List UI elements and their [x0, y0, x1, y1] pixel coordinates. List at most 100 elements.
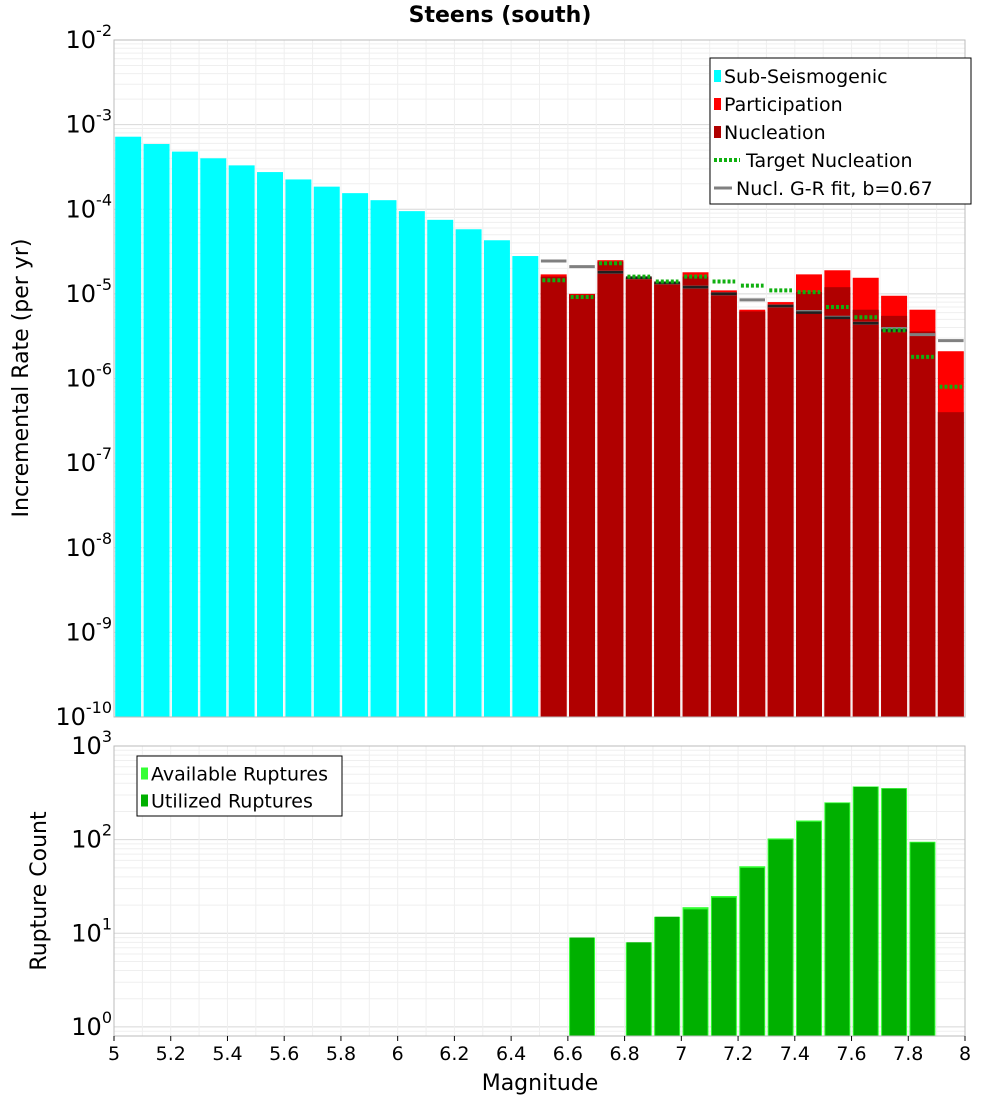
sub-seismogenic-bar	[313, 186, 340, 717]
y-tick-exponent: -9	[96, 613, 112, 632]
y-tick-label: 10-3	[66, 106, 113, 139]
bottom-y-axis-label: Rupture Count	[27, 811, 52, 971]
y-tick-base: 10	[66, 449, 97, 477]
y-tick-label: 103	[71, 727, 112, 760]
y-tick-base: 10	[66, 365, 97, 393]
y-tick-base: 10	[66, 534, 97, 562]
nucleation-bar	[710, 292, 737, 717]
legend-swatch	[714, 70, 721, 82]
y-tick-base: 10	[71, 732, 102, 760]
sub-seismogenic-bar	[398, 211, 425, 718]
legend-swatch	[141, 794, 148, 807]
utilized-ruptures-bar	[825, 803, 850, 1036]
y-tick-base: 10	[71, 1013, 102, 1041]
y-tick-base: 10	[66, 111, 97, 139]
x-tick-label: 6.8	[609, 1043, 639, 1065]
legend-label: Participation	[724, 94, 843, 116]
y-tick-label: 10-6	[66, 360, 113, 393]
y-tick-exponent: 0	[102, 1008, 112, 1027]
x-tick-label: 5.8	[326, 1043, 356, 1065]
legend-swatch	[714, 98, 721, 110]
nucleation-bar	[739, 311, 766, 717]
legend-swatch	[141, 767, 148, 780]
nucleation-bar	[937, 412, 964, 717]
y-tick-label: 10-8	[66, 529, 113, 562]
x-axis-label: Magnitude	[482, 1071, 599, 1096]
y-tick-base: 10	[71, 919, 102, 947]
utilized-ruptures-bar	[768, 839, 793, 1036]
legend-label: Nucl. G-R fit, b=0.67	[736, 178, 933, 200]
utilized-ruptures-bar	[626, 942, 651, 1036]
y-tick-exponent: 3	[102, 727, 112, 746]
y-tick-exponent: -6	[96, 360, 112, 379]
nucleation-bar	[881, 315, 908, 717]
utilized-ruptures-bar	[655, 916, 680, 1036]
y-tick-label: 10-2	[66, 21, 113, 54]
x-ticks: 5 5.2 5.4 5.6 5.8 6 6.2 6.4 6.6 6.8 7 7.2 7.4 7.6 7.8 8	[108, 1036, 971, 1065]
y-tick-exponent: -7	[96, 444, 112, 463]
x-tick-label: 7.6	[836, 1043, 866, 1065]
y-tick-exponent: 2	[102, 821, 112, 840]
legend-label: Available Ruptures	[151, 764, 328, 786]
utilized-ruptures-bar	[910, 842, 935, 1036]
bottom-marks	[569, 786, 936, 1036]
top-y-axis-label: Incremental Rate (per yr)	[9, 239, 34, 518]
bottom-plot-frame	[113, 745, 966, 1037]
x-tick-label: 7.2	[723, 1043, 753, 1065]
legend-label: Utilized Ruptures	[151, 791, 313, 813]
sub-seismogenic-bar	[257, 172, 283, 717]
nucleation-bar	[625, 277, 652, 717]
y-tick-label: 10-4	[66, 190, 113, 223]
sub-seismogenic-bar	[171, 151, 198, 717]
top-marks	[115, 136, 964, 718]
nucleation-bar	[597, 261, 624, 717]
nucleation-bar	[767, 304, 794, 717]
x-tick-label: 5.4	[212, 1043, 242, 1065]
top-legend: Sub-Seismogenic Participation Nucleation Ta…	[709, 57, 972, 205]
nucleation-bar	[569, 294, 596, 717]
y-tick-base: 10	[66, 280, 97, 308]
y-tick-exponent: 1	[102, 914, 112, 933]
x-tick-label: 5	[108, 1043, 120, 1065]
sub-seismogenic-bar	[455, 229, 482, 718]
bottom-legend: Available Ruptures Utilized Ruptures	[136, 755, 343, 817]
nucleation-bar	[682, 276, 709, 717]
nucleation-bar	[540, 276, 567, 717]
chart-title: Steens (south)	[409, 3, 592, 28]
x-tick-label: 6.2	[439, 1043, 469, 1065]
nucleation-bar	[796, 292, 822, 717]
legend-label: Sub-Seismogenic	[724, 66, 888, 88]
y-tick-exponent: -4	[96, 190, 112, 209]
x-tick-label: 7.4	[780, 1043, 810, 1065]
nucleation-bar	[824, 287, 851, 717]
sub-seismogenic-bar	[342, 193, 369, 717]
utilized-ruptures-bar	[683, 909, 708, 1036]
utilized-ruptures-bar	[882, 788, 907, 1036]
sub-seismogenic-bar	[115, 136, 142, 717]
y-tick-base: 10	[66, 195, 97, 223]
legend-swatch	[714, 126, 721, 138]
y-tick-exponent: -10	[86, 698, 112, 717]
sub-seismogenic-bar	[143, 144, 170, 717]
legend-box	[709, 57, 972, 205]
y-tick-exponent: -3	[96, 106, 112, 125]
y-tick-exponent: -5	[96, 275, 112, 294]
utilized-ruptures-bar	[853, 786, 878, 1036]
nucleation-bar	[654, 282, 681, 717]
y-tick-exponent: -8	[96, 529, 112, 548]
x-tick-label: 6.4	[496, 1043, 526, 1065]
x-tick-label: 6	[392, 1043, 404, 1065]
nucleation-bar	[852, 309, 879, 717]
y-tick-label: 10-5	[66, 275, 113, 308]
sub-seismogenic-bar	[228, 165, 255, 718]
x-tick-label: 7	[675, 1043, 687, 1065]
y-tick-label: 102	[71, 821, 112, 854]
utilized-ruptures-bar	[570, 937, 595, 1036]
sub-seismogenic-bar	[512, 256, 539, 717]
utilized-ruptures-bar	[740, 867, 765, 1036]
y-tick-base: 10	[66, 618, 97, 646]
y-tick-label: 100	[71, 1008, 112, 1041]
sub-seismogenic-bar	[370, 200, 397, 717]
